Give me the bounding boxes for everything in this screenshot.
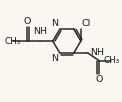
- Text: Cl: Cl: [82, 19, 91, 28]
- Text: N: N: [52, 19, 59, 28]
- Text: N: N: [52, 54, 59, 63]
- Text: CH₃: CH₃: [5, 37, 21, 46]
- Text: CH₃: CH₃: [103, 56, 119, 65]
- Text: O: O: [23, 17, 31, 26]
- Text: O: O: [96, 75, 103, 84]
- Text: NH: NH: [34, 27, 47, 36]
- Text: NH: NH: [90, 48, 104, 58]
